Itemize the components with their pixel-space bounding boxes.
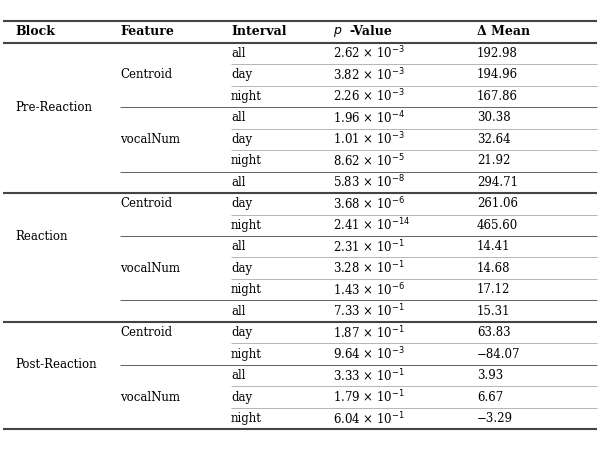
Text: 1.87 × 10$^{-1}$: 1.87 × 10$^{-1}$ [333,324,404,341]
Text: 21.92: 21.92 [477,154,511,168]
Text: 14.41: 14.41 [477,240,511,253]
Text: Feature: Feature [120,25,174,39]
Text: 3.33 × 10$^{-1}$: 3.33 × 10$^{-1}$ [333,367,405,384]
Text: 1.01 × 10$^{-3}$: 1.01 × 10$^{-3}$ [333,131,405,148]
Text: night: night [231,90,262,103]
Text: 17.12: 17.12 [477,283,511,296]
Text: night: night [231,412,262,425]
Text: Centroid: Centroid [120,68,172,82]
Text: all: all [231,111,245,125]
Text: 30.38: 30.38 [477,111,511,125]
Text: Δ Mean: Δ Mean [477,25,530,39]
Text: 7.33 × 10$^{-1}$: 7.33 × 10$^{-1}$ [333,303,405,320]
Text: night: night [231,347,262,361]
Text: all: all [231,369,245,382]
Text: 3.82 × 10$^{-3}$: 3.82 × 10$^{-3}$ [333,67,404,83]
Text: −3.29: −3.29 [477,412,513,425]
Text: 2.41 × 10$^{-14}$: 2.41 × 10$^{-14}$ [333,217,410,234]
Text: Centroid: Centroid [120,326,172,339]
Text: 14.68: 14.68 [477,261,511,275]
Text: -Value: -Value [349,25,392,39]
Text: Block: Block [15,25,55,39]
Text: day: day [231,68,252,82]
Text: 6.04 × 10$^{-1}$: 6.04 × 10$^{-1}$ [333,410,405,427]
Text: 3.68 × 10$^{-6}$: 3.68 × 10$^{-6}$ [333,195,405,212]
Text: night: night [231,154,262,168]
Text: day: day [231,197,252,211]
Text: Pre-Reaction: Pre-Reaction [15,101,92,114]
Text: 194.96: 194.96 [477,68,518,82]
Text: 1.79 × 10$^{-1}$: 1.79 × 10$^{-1}$ [333,389,405,405]
Text: 3.93: 3.93 [477,369,503,382]
Text: all: all [231,47,245,60]
Text: 15.31: 15.31 [477,304,511,318]
Text: −84.07: −84.07 [477,347,521,361]
Text: 2.62 × 10$^{-3}$: 2.62 × 10$^{-3}$ [333,45,405,62]
Text: Centroid: Centroid [120,197,172,211]
Text: 3.28 × 10$^{-1}$: 3.28 × 10$^{-1}$ [333,260,404,277]
Text: $p$: $p$ [333,25,343,39]
Text: night: night [231,219,262,232]
Text: 2.26 × 10$^{-3}$: 2.26 × 10$^{-3}$ [333,88,404,105]
Text: 9.64 × 10$^{-3}$: 9.64 × 10$^{-3}$ [333,346,405,362]
Text: all: all [231,304,245,318]
Text: vocalNum: vocalNum [120,261,180,275]
Text: day: day [231,133,252,146]
Text: 1.43 × 10$^{-6}$: 1.43 × 10$^{-6}$ [333,281,405,298]
Text: 32.64: 32.64 [477,133,511,146]
Text: day: day [231,261,252,275]
Text: 2.31 × 10$^{-1}$: 2.31 × 10$^{-1}$ [333,238,405,255]
Text: 5.83 × 10$^{-8}$: 5.83 × 10$^{-8}$ [333,174,404,191]
Text: 63.83: 63.83 [477,326,511,339]
Text: day: day [231,390,252,404]
Text: 294.71: 294.71 [477,176,518,189]
Text: all: all [231,240,245,253]
Text: all: all [231,176,245,189]
Text: 465.60: 465.60 [477,219,518,232]
Text: 167.86: 167.86 [477,90,518,103]
Text: day: day [231,326,252,339]
Text: vocalNum: vocalNum [120,133,180,146]
Text: Post-Reaction: Post-Reaction [15,358,97,371]
Text: night: night [231,283,262,296]
Text: 261.06: 261.06 [477,197,518,211]
Text: vocalNum: vocalNum [120,390,180,404]
Text: 6.67: 6.67 [477,390,503,404]
Text: 1.96 × 10$^{-4}$: 1.96 × 10$^{-4}$ [333,110,405,126]
Text: Reaction: Reaction [15,229,67,243]
Text: 192.98: 192.98 [477,47,518,60]
Text: Interval: Interval [231,25,287,39]
Text: 8.62 × 10$^{-5}$: 8.62 × 10$^{-5}$ [333,152,405,169]
